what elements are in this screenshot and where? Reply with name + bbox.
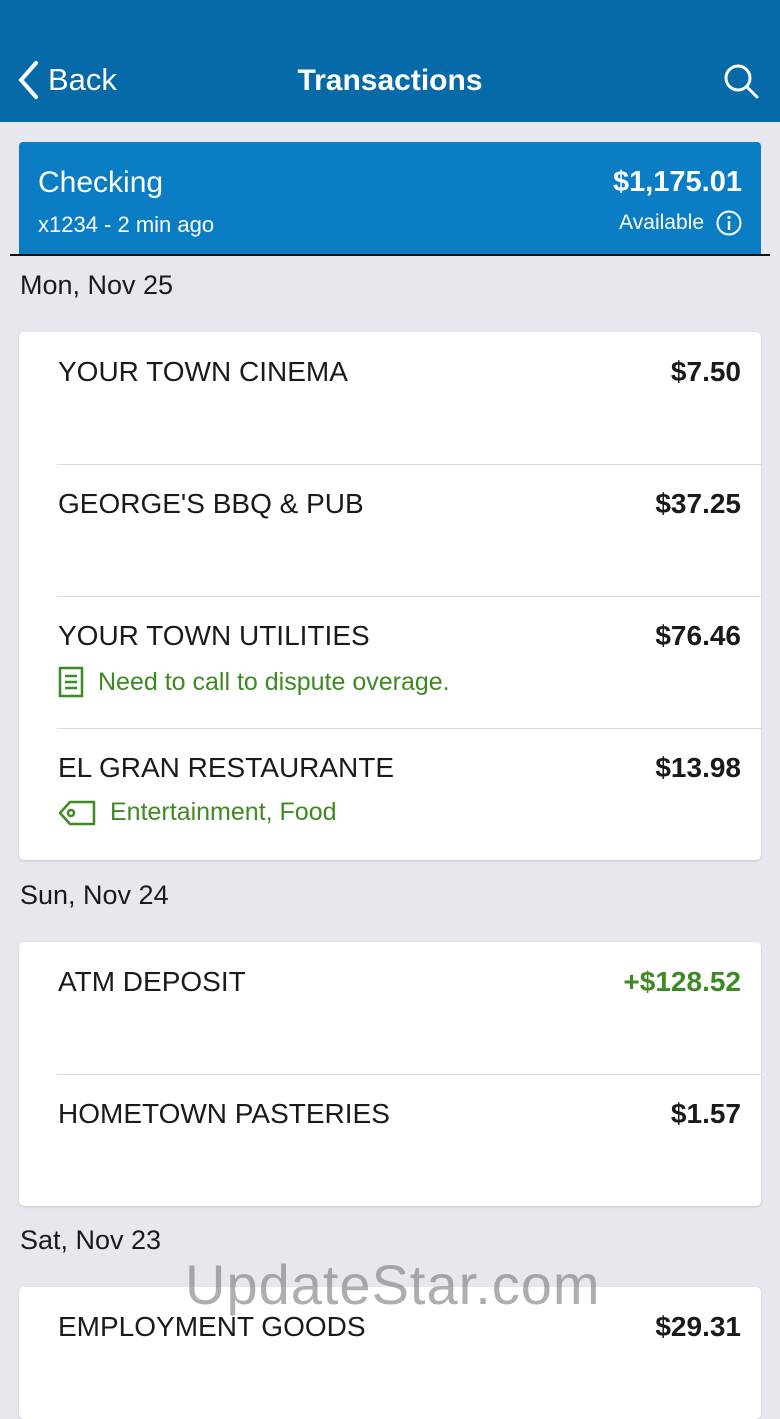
page-title: Transactions [297,64,483,97]
transaction-row[interactable]: YOUR TOWN CINEMA $7.50 [19,332,761,464]
transaction-row[interactable]: EMPLOYMENT GOODS $29.31 [19,1287,761,1419]
transaction-group: ATM DEPOSIT +$128.52 HOMETOWN PASTERIES $1.… [19,942,761,1206]
transaction-row[interactable]: ATM DEPOSIT +$128.52 [19,942,761,1074]
tag-icon [58,800,96,826]
transaction-amount: $37.25 [655,488,741,519]
watermark: UpdateStar.com [185,1253,601,1316]
account-subtitle: x1234 - 2 min ago [38,212,215,237]
transaction-amount: $29.31 [655,1311,741,1342]
balance-label: Available [619,211,704,234]
transaction-group: YOUR TOWN CINEMA $7.50 GEORGE'S BBQ & PUB $… [19,332,761,860]
transaction-row[interactable]: GEORGE'S BBQ & PUB $37.25 [19,464,761,596]
transaction-name: EMPLOYMENT GOODS [58,1311,366,1342]
account-name: Checking [38,166,164,199]
account-summary-card[interactable]: Checking x1234 - 2 min ago $1,175.01 Ava… [19,142,761,255]
transaction-row[interactable]: EL GRAN RESTAURANTE $13.98 Entertainment, … [19,728,761,860]
note-icon [58,666,84,698]
chevron-left-icon [18,61,38,99]
transaction-name: GEORGE'S BBQ & PUB [58,488,364,519]
transaction-amount: $1.57 [670,1098,741,1129]
transaction-name: HOMETOWN PASTERIES [58,1098,390,1129]
date-header: Sun, Nov 24 [20,880,169,910]
transaction-name: ATM DEPOSIT [58,966,246,997]
transaction-name: EL GRAN RESTAURANTE [58,752,395,783]
date-header: Sat, Nov 23 [20,1225,162,1255]
transaction-amount: +$128.52 [623,966,741,997]
transaction-name: YOUR TOWN CINEMA [58,356,348,387]
transaction-row[interactable]: YOUR TOWN UTILITIES $76.46 Need to call to… [19,596,761,728]
nav-bar: Back Transactions [0,0,780,122]
info-icon[interactable] [716,210,742,236]
transaction-amount: $7.50 [670,356,741,387]
transaction-amount: $13.98 [655,752,741,783]
transaction-amount: $76.46 [655,620,741,651]
transaction-note: Entertainment, Food [110,798,337,826]
back-button[interactable]: Back [16,60,117,100]
transaction-name: YOUR TOWN UTILITIES [58,620,370,651]
divider [10,254,770,256]
date-header: Mon, Nov 25 [20,270,174,300]
transaction-row[interactable]: HOMETOWN PASTERIES $1.57 [19,1074,761,1206]
search-icon[interactable] [722,62,760,100]
account-balance: $1,175.01 [612,166,742,198]
transaction-note: Need to call to dispute overage. [98,667,450,696]
back-label: Back [48,62,117,97]
